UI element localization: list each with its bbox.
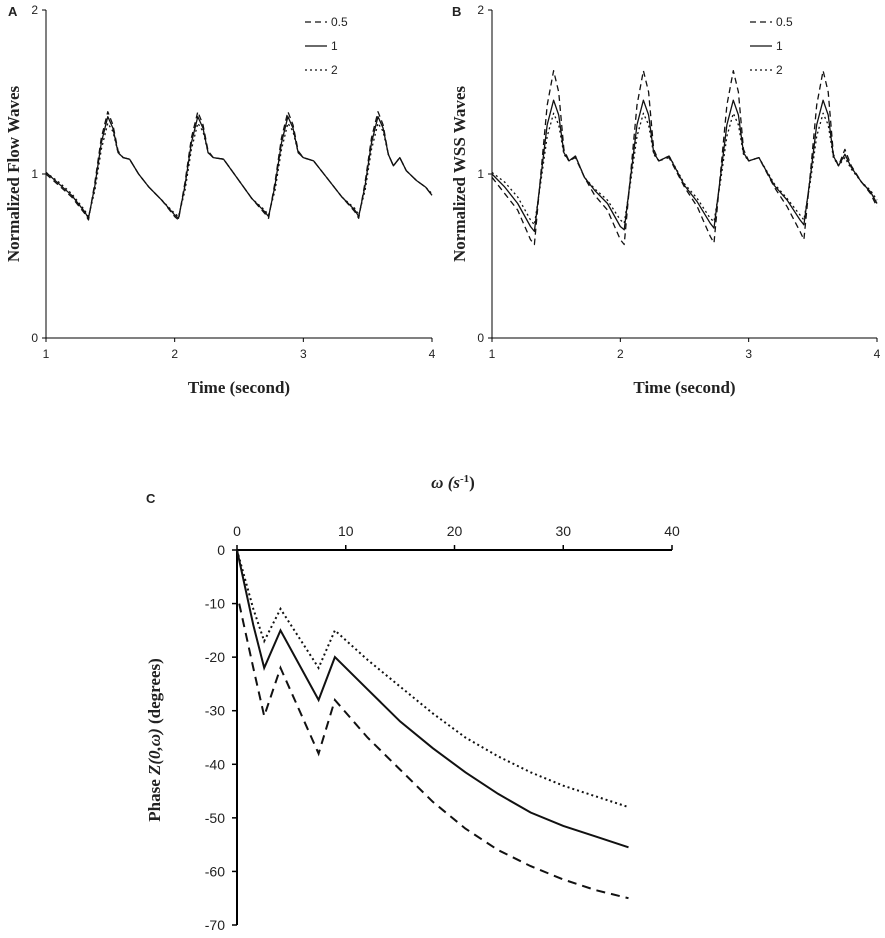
panel-c-x-tick-label: 0 [233,523,241,539]
panel-c-y-axis-title: Phase Z(0,ω) (degrees) [145,658,164,822]
panel-c-x-tick-label: 30 [555,523,571,539]
panel-a-y-tick-label: 0 [31,331,38,345]
panel-c-y-tick-label: -10 [205,596,225,612]
panel-c-x-tick-label: 20 [447,523,463,539]
panel-a-x-tick-label: 1 [43,347,50,361]
panel-b-x-tick-label: 4 [874,347,881,361]
panel-b-legend-label: 0.5 [776,15,793,29]
panel-b-y-tick-label: 2 [477,3,484,17]
panel-b-series-2-line [491,112,878,226]
panel-c-series-2-line [236,549,629,809]
panel-c-x-axis-title: ω (s-1) [431,473,475,492]
panel-c-x-tick-label: 10 [338,523,354,539]
panel-a-legend-label: 0.5 [331,15,348,29]
panel-c-y-tick-label: -60 [205,863,225,879]
panel-b-x-axis-title: Time (second) [633,378,735,397]
panel-b-x-tick-label: 1 [489,347,496,361]
panel-c-y-tick-label: -30 [205,703,225,719]
panel-a-x-tick-label: 3 [300,347,307,361]
panel-a-x-axis-title: Time (second) [188,378,290,397]
panel-a-y-tick-label: 2 [31,3,38,17]
panel-b-x-tick-label: 3 [745,347,752,361]
panel-a-y-tick-label: 1 [31,167,38,181]
panel-b-x-tick-label: 2 [617,347,624,361]
panel-c-series-1-line [236,549,629,849]
panel-b-series-1-line [491,99,878,233]
panel-c-label: C [146,491,156,506]
panel-c-x-tick-label: 40 [664,523,680,539]
panel-a-series-1-line [45,115,433,219]
panel-a-y-axis-title: Normalized Flow Waves [4,85,23,262]
panel-c: C ω (s-1) Phase Z(0,ω) (degrees) 0 10 20 30… [145,473,680,933]
panel-a-series-2-line [45,122,433,218]
panel-b-legend-label: 2 [776,63,783,77]
panel-b-series-0_5-line [491,70,878,246]
panel-c-y-tick-label: -50 [205,810,225,826]
panel-c-y-tick-label: -20 [205,649,225,665]
panel-c-y-tick-label: 0 [217,542,225,558]
panel-b-y-tick-label: 1 [477,167,484,181]
panel-b-y-axis-title: Normalized WSS Waves [450,86,469,262]
panel-c-series-0_5-line [238,603,629,900]
panel-b-y-tick-label: 0 [477,331,484,345]
panel-a-label: A [8,4,18,19]
panel-b-legend-label: 1 [776,39,783,53]
panel-a-x-tick-label: 4 [429,347,436,361]
panel-a-x-tick-label: 2 [171,347,178,361]
panel-c-y-tick-label: -40 [205,756,225,772]
panel-a-legend-label: 1 [331,39,338,53]
panel-c-y-tick-label: -70 [205,917,225,933]
panel-a-legend-label: 2 [331,63,338,77]
panel-a-series-0_5-line [45,111,433,221]
panel-b-label: B [452,4,461,19]
